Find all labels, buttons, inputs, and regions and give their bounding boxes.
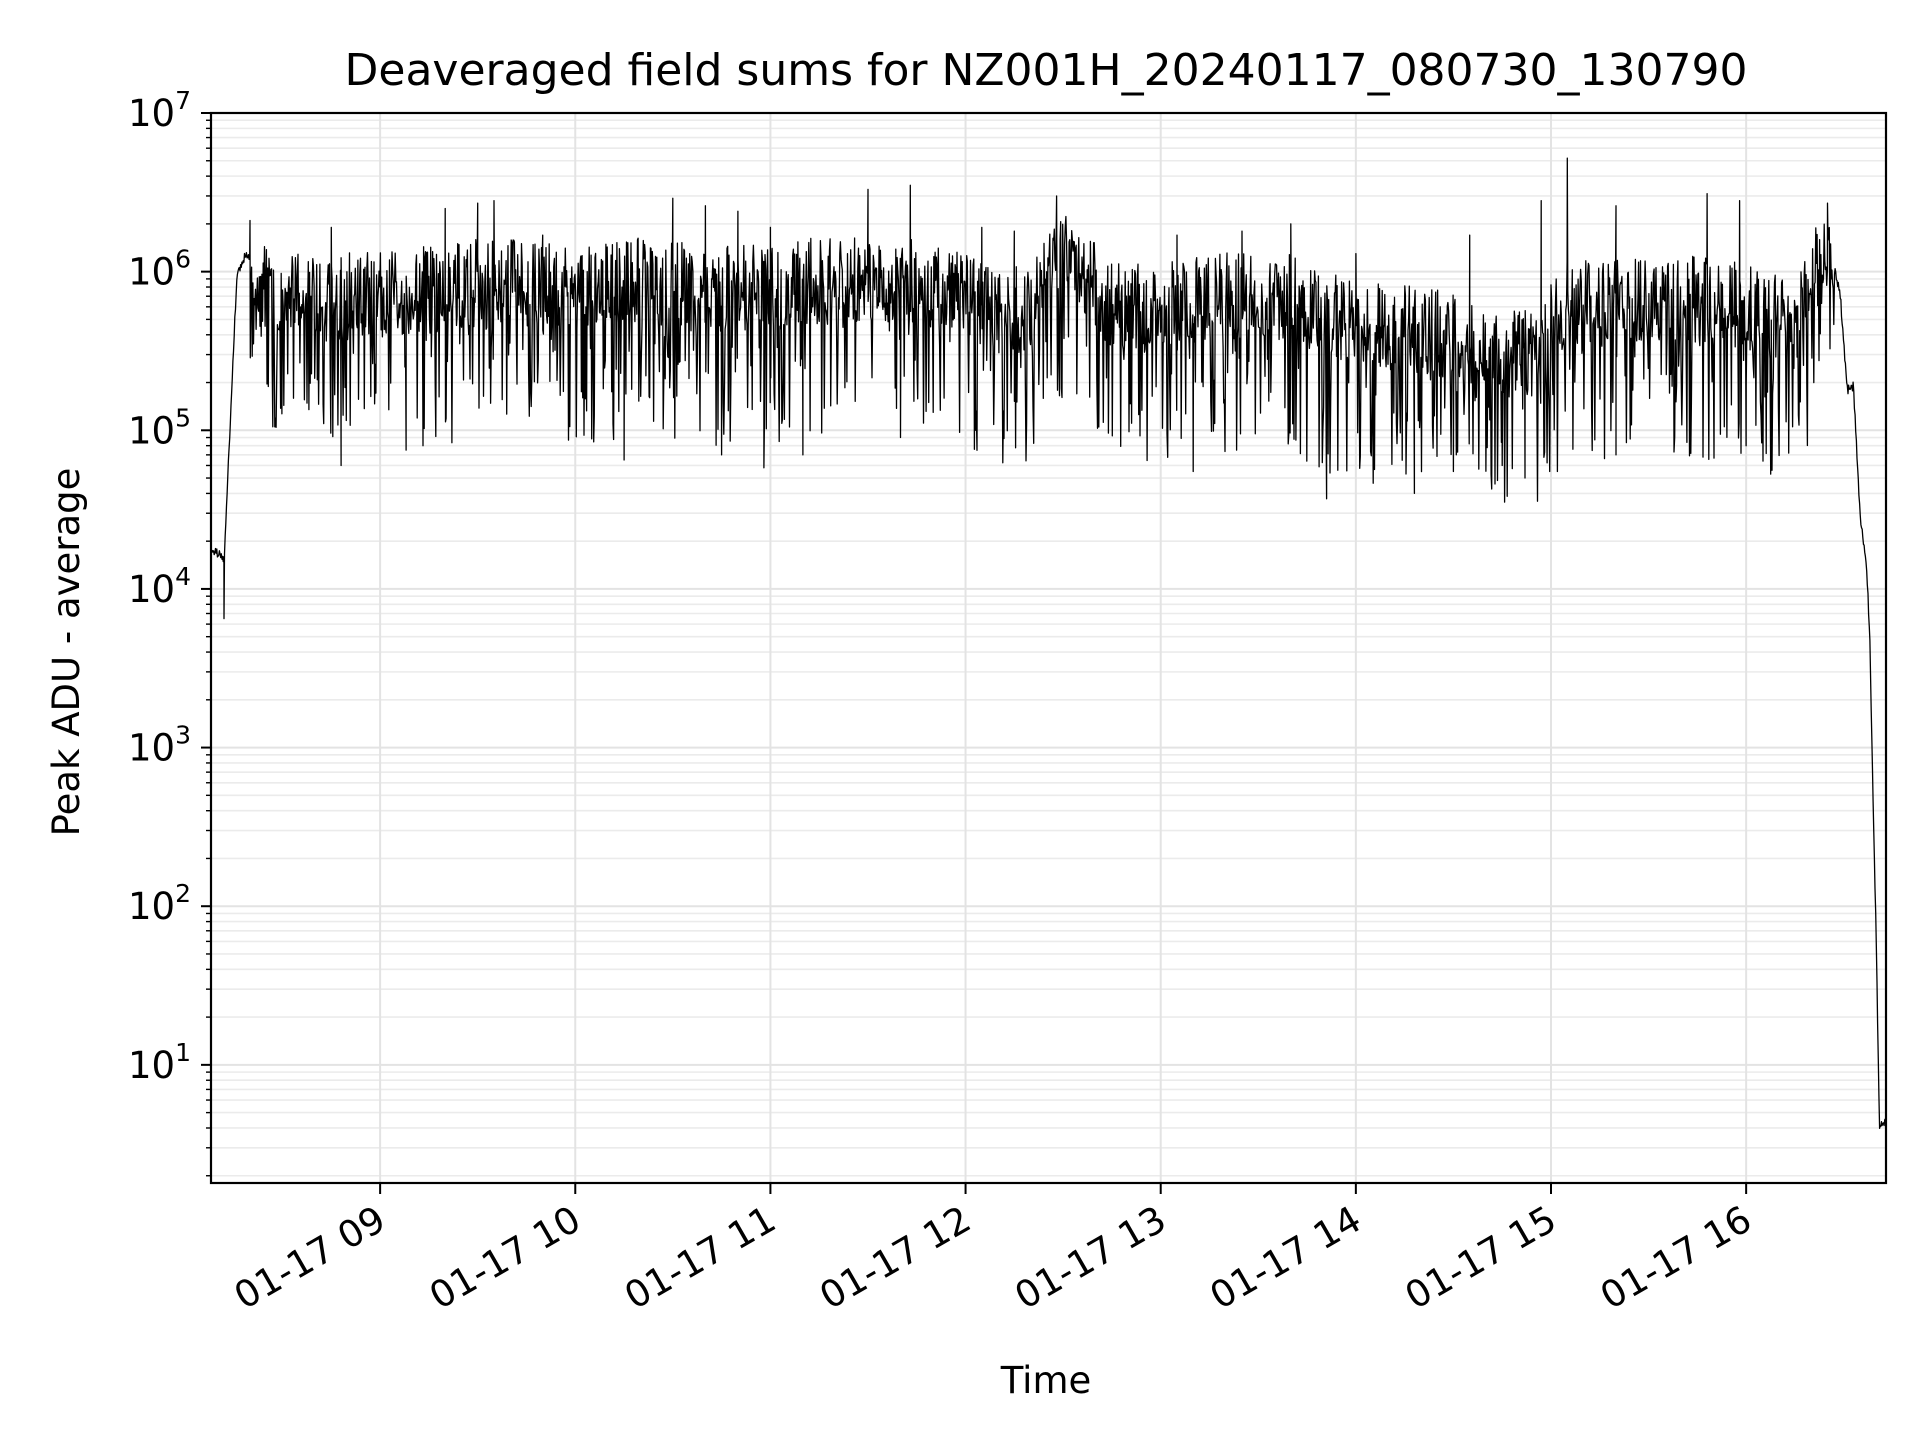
y-tick-label: 107 [128,86,191,135]
y-axis-label: Peak ADU - average [45,468,88,837]
x-tick-label: 01-17 09 [227,1198,393,1318]
x-tick-label: 01-17 15 [1398,1198,1564,1318]
series-layer [210,157,1887,1129]
plot-frame [209,111,1888,1185]
y-tick-label: 104 [128,562,191,611]
x-tick-label: 01-17 16 [1593,1198,1759,1318]
y-tick-label: 102 [128,879,191,928]
x-tick-label: 01-17 11 [617,1198,783,1318]
x-tick-label: 01-17 14 [1203,1198,1369,1318]
chart-title: Deaveraged field sums for NZ001H_2024011… [345,45,1748,96]
series-line [210,157,1887,1129]
x-axis-label: Time [1000,1359,1092,1402]
x-tick-label: 01-17 12 [812,1198,978,1318]
y-tick-label: 103 [128,721,191,770]
x-tick-label: 01-17 13 [1008,1198,1174,1318]
y-tick-label: 105 [128,403,191,452]
x-tick-label: 01-17 10 [422,1198,588,1318]
y-tick-label: 101 [128,1038,191,1087]
x-axis: 01-17 09 01-17 10 01-17 11 01-17 12 01-17 13… [227,1183,1759,1318]
y-tick-label: 106 [128,245,191,294]
y-axis: 101 102 103 104 105 106 107 [128,86,211,1177]
grid [211,113,1886,1183]
